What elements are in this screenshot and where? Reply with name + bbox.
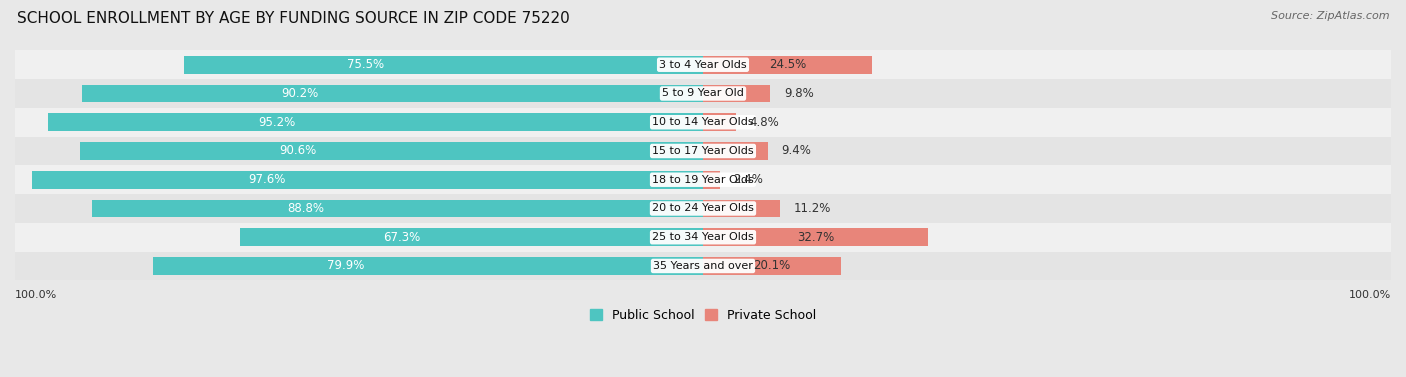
Legend: Public School, Private School: Public School, Private School (585, 304, 821, 327)
Bar (153, 257, 703, 275)
Text: 5 to 9 Year Old: 5 to 9 Year Old (662, 89, 744, 98)
Bar (15, 108, 1391, 136)
Text: 4.8%: 4.8% (749, 116, 779, 129)
Bar (48, 113, 703, 131)
Bar (184, 56, 703, 74)
Bar (15, 223, 1391, 251)
Text: 88.8%: 88.8% (287, 202, 325, 215)
Bar (31, 171, 703, 188)
Text: 100.0%: 100.0% (15, 290, 58, 300)
Text: 2.4%: 2.4% (734, 173, 763, 186)
Bar (80, 142, 703, 160)
Bar (703, 228, 928, 246)
Bar (703, 199, 780, 218)
Bar (15, 194, 1391, 223)
Text: 32.7%: 32.7% (797, 231, 834, 244)
Bar (703, 84, 770, 103)
Bar (703, 142, 768, 160)
Text: 24.5%: 24.5% (769, 58, 806, 71)
Text: 3 to 4 Year Olds: 3 to 4 Year Olds (659, 60, 747, 70)
Bar (15, 136, 1391, 166)
Bar (703, 113, 735, 131)
Bar (15, 251, 1391, 280)
Text: SCHOOL ENROLLMENT BY AGE BY FUNDING SOURCE IN ZIP CODE 75220: SCHOOL ENROLLMENT BY AGE BY FUNDING SOUR… (17, 11, 569, 26)
Bar (703, 171, 720, 188)
Text: 9.4%: 9.4% (782, 144, 811, 158)
Text: 79.9%: 79.9% (328, 259, 364, 273)
Bar (240, 228, 703, 246)
Bar (703, 56, 872, 74)
Text: 9.8%: 9.8% (785, 87, 814, 100)
Bar (703, 257, 841, 275)
Text: Source: ZipAtlas.com: Source: ZipAtlas.com (1271, 11, 1389, 21)
Text: 75.5%: 75.5% (347, 58, 384, 71)
Text: 11.2%: 11.2% (794, 202, 831, 215)
Bar (15, 166, 1391, 194)
Text: 90.2%: 90.2% (281, 87, 318, 100)
Text: 10 to 14 Year Olds: 10 to 14 Year Olds (652, 117, 754, 127)
Bar (15, 51, 1391, 79)
Bar (15, 79, 1391, 108)
Bar (91, 199, 703, 218)
Text: 35 Years and over: 35 Years and over (652, 261, 754, 271)
Text: 90.6%: 90.6% (280, 144, 316, 158)
Text: 15 to 17 Year Olds: 15 to 17 Year Olds (652, 146, 754, 156)
Text: 95.2%: 95.2% (259, 116, 295, 129)
Text: 18 to 19 Year Olds: 18 to 19 Year Olds (652, 175, 754, 185)
Text: 100.0%: 100.0% (1348, 290, 1391, 300)
Text: 20.1%: 20.1% (754, 259, 790, 273)
Text: 97.6%: 97.6% (247, 173, 285, 186)
Text: 67.3%: 67.3% (384, 231, 420, 244)
Bar (83, 84, 703, 103)
Text: 20 to 24 Year Olds: 20 to 24 Year Olds (652, 204, 754, 213)
Text: 25 to 34 Year Olds: 25 to 34 Year Olds (652, 232, 754, 242)
